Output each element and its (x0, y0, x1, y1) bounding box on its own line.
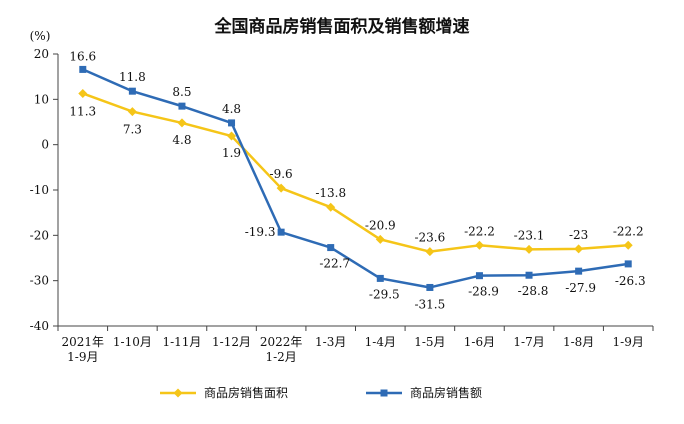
x-tick-label: 2022年 1-2月 (260, 335, 303, 364)
data-label: -13.8 (315, 186, 346, 200)
data-label: -29.5 (369, 287, 400, 301)
x-tick-label-line: 1-2月 (265, 350, 296, 364)
data-labels: 11.3 7.3 4.8 1.9 -9.6 -13.8 -20.9 -23.6 -22.2 -23… (69, 49, 645, 311)
legend-label: 商品房销售面积 (204, 385, 288, 400)
data-label: -9.6 (270, 167, 293, 181)
x-tick-label: 1-10月 (113, 335, 152, 349)
data-label: -28.9 (468, 285, 499, 299)
legend-marker (380, 389, 388, 397)
data-point-marker (375, 234, 385, 244)
x-tick-label-line: 1-12月 (212, 335, 251, 349)
data-point-marker (127, 107, 137, 117)
data-label: -28.8 (518, 284, 549, 298)
data-label: -23.1 (514, 228, 545, 242)
data-label: 8.5 (172, 85, 191, 99)
data-point-marker (474, 240, 484, 250)
x-tick-label: 1-7月 (513, 335, 544, 349)
x-tick-label-line: 1-9月 (67, 350, 98, 364)
data-label: -22.2 (613, 224, 644, 238)
data-point-marker (78, 88, 88, 98)
x-tick-label-line: 2021年 (62, 335, 105, 349)
data-label: -23 (569, 228, 588, 242)
x-tick-label: 1-5月 (414, 335, 445, 349)
y-tick-label: 20 (34, 47, 49, 61)
y-tick-label: 10 (34, 92, 49, 106)
legend-label: 商品房销售额 (410, 385, 482, 400)
y-tick-label: 0 (41, 138, 49, 152)
x-ticks: 2021年 1-9月1-10月 1-11月 1-12月 2022年 1-2月1-3月 1-4… (57, 326, 654, 364)
x-tick-label: 2021年 1-9月 (62, 335, 105, 364)
data-point-marker (575, 267, 583, 275)
data-label: 11.3 (69, 104, 96, 118)
legend-marker (173, 388, 183, 398)
x-tick-label-line: 1-9月 (613, 335, 644, 349)
x-tick-label: 1-8月 (563, 335, 594, 349)
series-line-2 (82, 68, 629, 289)
data-point-marker (227, 131, 237, 141)
data-point-marker (524, 244, 534, 254)
x-tick-label-line: 1-11月 (162, 335, 201, 349)
x-tick-label-line: 1-7月 (513, 335, 544, 349)
data-point-marker (327, 244, 335, 252)
data-point-marker (128, 87, 136, 95)
data-point-marker (228, 119, 236, 127)
y-tick-label: -30 (30, 274, 49, 288)
x-tick-label-line: 2022年 (260, 335, 303, 349)
x-tick-label-line: 1-3月 (315, 335, 346, 349)
data-point-marker (79, 65, 87, 73)
x-tick-label: 1-9月 (613, 335, 644, 349)
x-tick-label-line: 1-10月 (113, 335, 152, 349)
y-ticks: 20 10 0 -10 -20 -30 -40 (30, 47, 58, 333)
data-label: -19.3 (245, 225, 276, 239)
x-tick-label-line: 1-6月 (464, 335, 495, 349)
data-label: 1.9 (222, 146, 241, 160)
data-point-marker (475, 272, 483, 280)
data-point-marker (277, 228, 285, 236)
x-tick-label-line: 1-4月 (365, 335, 396, 349)
data-point-marker (276, 183, 286, 193)
legend: 商品房销售面积 商品房销售额 (160, 385, 482, 400)
data-label: 11.8 (119, 70, 146, 84)
data-point-marker (623, 240, 633, 250)
chart-title: 全国商品房销售面积及销售额增速 (214, 16, 470, 37)
x-tick-label-line: 1-8月 (563, 335, 594, 349)
y-tick-label: -10 (30, 183, 49, 197)
data-point-marker (624, 260, 632, 268)
data-label: 4.8 (222, 102, 241, 116)
y-tick-label: -40 (30, 319, 49, 333)
x-tick-label: 1-6月 (464, 335, 495, 349)
data-label: -20.9 (365, 218, 396, 232)
y-tick-label: -20 (30, 228, 49, 242)
data-point-marker (426, 283, 434, 291)
series-line-1 (82, 92, 629, 253)
data-label: -22.7 (319, 257, 350, 271)
x-tick-label: 1-12月 (212, 335, 251, 349)
data-label: -23.6 (414, 231, 445, 245)
data-point-marker (425, 247, 435, 257)
x-tick-label-line: 1-5月 (414, 335, 445, 349)
data-label: -27.9 (565, 281, 596, 295)
series-layer (78, 65, 633, 291)
data-point-marker (525, 271, 533, 279)
x-tick-label: 1-11月 (162, 335, 201, 349)
x-tick-label: 1-4月 (365, 335, 396, 349)
data-label: -22.2 (464, 224, 495, 238)
data-label: 7.3 (123, 123, 142, 137)
data-label: -31.5 (414, 297, 445, 311)
x-tick-label: 1-3月 (315, 335, 346, 349)
data-point-marker (326, 202, 336, 212)
data-point-marker (178, 102, 186, 110)
data-label: 4.8 (172, 133, 191, 147)
y-unit-label: (%) (30, 29, 51, 43)
data-point-marker (177, 118, 187, 128)
data-point-marker (376, 274, 384, 282)
data-label: -26.3 (615, 274, 646, 288)
data-label: 16.6 (69, 49, 96, 63)
data-point-marker (574, 244, 584, 254)
